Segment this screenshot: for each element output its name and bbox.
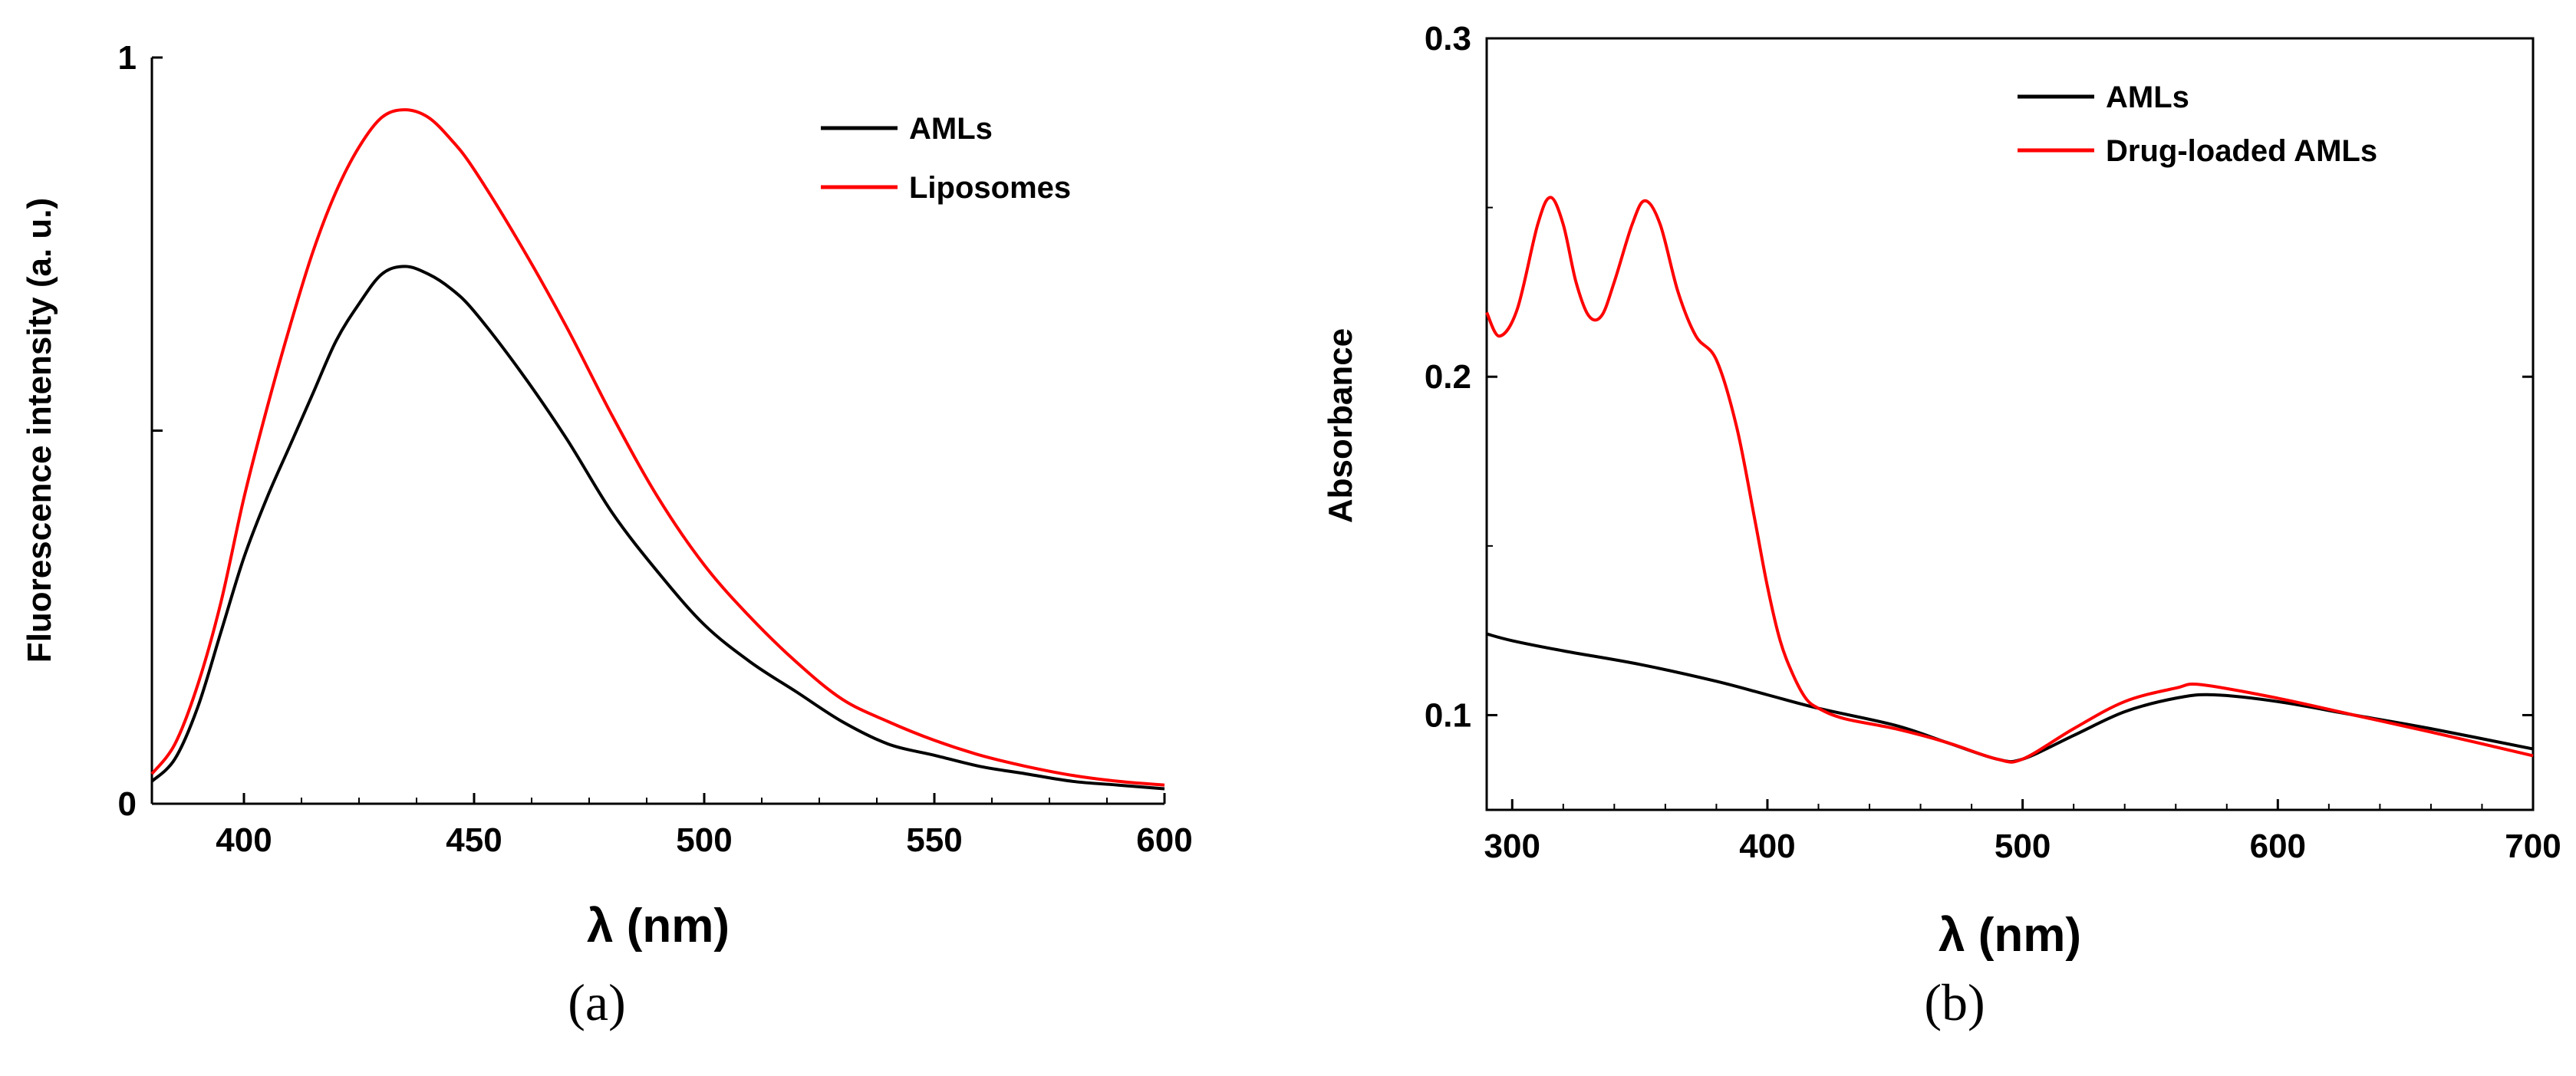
panel-a-legend: AMLs Liposomes	[821, 112, 1071, 205]
panel-b-x-tick-label: 500	[1995, 828, 2051, 865]
panel-a-chart: 400 450 500 550 600 0 1 Fluorescence intensity…	[21, 39, 1193, 953]
panel-b-x-tick-label: 600	[2250, 828, 2306, 865]
panel-a-y-tick-label: 1	[118, 39, 137, 77]
panel-a-legend-label-liposomes: Liposomes	[909, 171, 1071, 205]
panel-b-ticks: 300 400 500 600 700 0.1 0.2 0.3	[1425, 20, 2561, 865]
panel-b-caption: (b)	[1924, 973, 1985, 1032]
panel-b-series-amls	[1486, 632, 2534, 764]
panel-b-legend-label-drug-loaded-amls: Drug-loaded AMLs	[2106, 134, 2377, 168]
panel-b-y-tick-label: 0.2	[1425, 358, 1471, 396]
panel-b-series	[1485, 196, 2534, 764]
panel-b-x-tick-label: 300	[1484, 828, 1540, 865]
panel-b-series-drug-loaded-amls	[1485, 196, 2534, 764]
panel-a-x-tick-label: 600	[1136, 821, 1192, 859]
panel-b-axes-frame	[1485, 37, 2535, 811]
panel-a-y-axis-title: Fluorescence intensity (a. u.)	[21, 198, 58, 663]
panel-a-y-tick-label: 0	[118, 785, 137, 823]
panel-b-chart: 300 400 500 600 700 0.1 0.2 0.3 Absorbance λ (n…	[1322, 20, 2561, 962]
panel-a-legend-label-amls: AMLs	[909, 112, 993, 146]
panel-b-legend-label-amls: AMLs	[2106, 81, 2189, 114]
panel-b-y-tick-label: 0.3	[1425, 20, 1471, 58]
panel-a-x-tick-label: 450	[446, 821, 502, 859]
panel-a-x-tick-label: 550	[906, 821, 962, 859]
panel-a-series	[150, 108, 1165, 791]
panel-a-series-liposomes	[150, 108, 1165, 787]
panel-a-x-tick-label: 400	[216, 821, 272, 859]
panel-b-y-axis-title: Absorbance	[1322, 328, 1359, 523]
panel-a-series-amls	[150, 265, 1165, 791]
panel-b-x-tick-label: 400	[1739, 828, 1795, 865]
panel-b-y-tick-label: 0.1	[1425, 696, 1471, 734]
panel-b-plot-frame	[1485, 37, 2535, 811]
panel-b-x-axis-title: λ (nm)	[1939, 909, 2081, 962]
panel-b-legend: AMLs Drug-loaded AMLs	[2018, 81, 2377, 168]
panel-b-x-tick-label: 700	[2505, 828, 2561, 865]
panel-a-x-tick-label: 500	[676, 821, 732, 859]
panel-a-x-axis-title: λ (nm)	[587, 900, 730, 953]
panel-a-ticks: 400 450 500 550 600 0 1	[118, 39, 1193, 859]
panel-a-axes-frame	[150, 58, 1164, 805]
panel-a-caption: (a)	[568, 973, 626, 1032]
